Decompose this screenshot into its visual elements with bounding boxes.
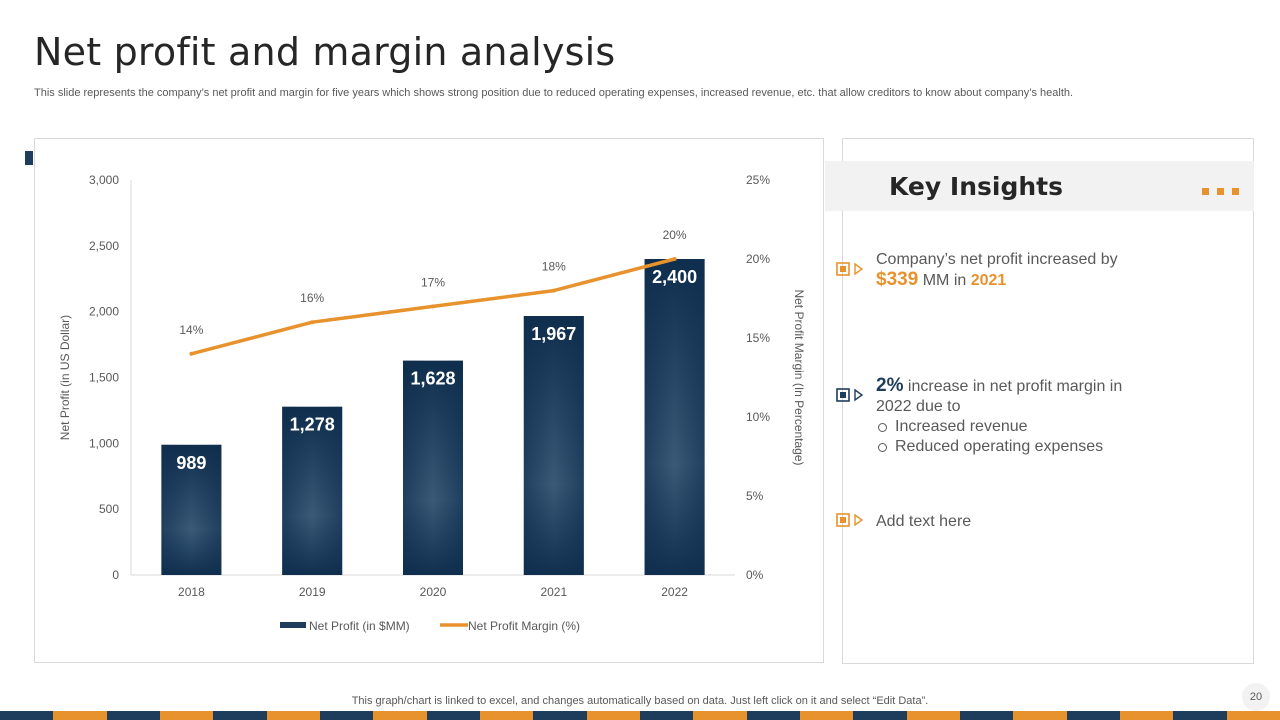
- legend-label-bar: Net Profit (in $MM): [309, 619, 410, 633]
- line-data-label: 18%: [542, 260, 566, 274]
- x-tick-label: 2022: [661, 585, 688, 599]
- bullet-navy-icon: [836, 388, 864, 402]
- insight-2-text-b: 2022 due to: [876, 398, 961, 415]
- y2-tick-label: 25%: [746, 173, 770, 187]
- legend-swatch-bar: [280, 622, 306, 628]
- bar-data-label: 1,628: [410, 369, 455, 389]
- y-tick-label: 0: [112, 568, 119, 582]
- x-tick-label: 2018: [178, 585, 205, 599]
- bar-data-label: 2,400: [652, 267, 697, 287]
- bullet-orange-icon: [836, 262, 864, 276]
- y2-tick-label: 15%: [746, 331, 770, 345]
- line-point[interactable]: [189, 351, 194, 356]
- y-axis-title: Net Profit (in US Dollar): [58, 315, 72, 440]
- line-point[interactable]: [431, 304, 435, 309]
- insight-1-text: Company’s net profit increased by: [876, 251, 1118, 268]
- legend-label-line: Net Profit Margin (%): [468, 619, 580, 633]
- line-data-label: 14%: [179, 323, 203, 337]
- line-data-label: 17%: [421, 275, 445, 289]
- bar-data-label: 1,967: [531, 324, 576, 344]
- insight-1-amount: $339: [876, 269, 919, 290]
- accent-tab: [25, 151, 33, 165]
- x-tick-label: 2019: [299, 585, 326, 599]
- insight-1-mid: MM in: [918, 272, 971, 289]
- bar-shade: [282, 406, 343, 575]
- y2-tick-label: 20%: [746, 252, 770, 266]
- footer-stripe: [0, 711, 1280, 720]
- line-point[interactable]: [310, 320, 315, 325]
- insight-2-text-a: increase in net profit margin in: [903, 378, 1123, 395]
- insight-2-sublist: Increased revenue Reduced operating expe…: [876, 417, 1236, 457]
- insights-panel: [842, 138, 1254, 664]
- bar-shade: [644, 259, 705, 575]
- insight-item-2: 2% increase in net profit margin in 2022…: [876, 376, 1236, 457]
- x-tick-label: 2020: [420, 585, 447, 599]
- insight-item-3[interactable]: Add text here: [876, 512, 1236, 532]
- bar-shade: [161, 444, 222, 575]
- line-point[interactable]: [672, 257, 677, 261]
- insight-2-bullet: Increased revenue: [876, 417, 1236, 437]
- y2-tick-label: 10%: [746, 410, 770, 424]
- bar-shade: [403, 360, 463, 575]
- bar-data-label: 989: [176, 453, 206, 473]
- y-tick-label: 1,500: [89, 371, 119, 385]
- insight-2-bullet: Reduced operating expenses: [876, 437, 1236, 457]
- y-tick-label: 2,500: [89, 239, 119, 253]
- decorative-dots: [1202, 182, 1247, 200]
- y2-axis-title: Net Profit Margin (In Percentage): [792, 289, 806, 465]
- y2-tick-label: 5%: [746, 489, 764, 503]
- page-title: Net profit and margin analysis: [34, 30, 616, 74]
- combo-chart[interactable]: 0 500 1,000 1,500 2,000 2,500 3,000 0% 5% 10% 15% 2…: [35, 139, 825, 664]
- chart-panel[interactable]: 0 500 1,000 1,500 2,000 2,500 3,000 0% 5% 10% 15% 2…: [34, 138, 824, 663]
- line-data-label: 20%: [663, 228, 687, 242]
- insight-2-pct: 2%: [876, 375, 904, 396]
- bar-shade: [523, 316, 584, 575]
- bar-data-label: 1,278: [290, 415, 335, 435]
- page-number: 20: [1242, 683, 1270, 711]
- insights-header: [825, 161, 1254, 211]
- insight-3-text[interactable]: Add text here: [876, 513, 972, 530]
- y-tick-label: 500: [99, 502, 119, 516]
- y2-tick-label: 0%: [746, 568, 764, 582]
- page-subtitle: This slide represents the company’s net …: [34, 87, 1074, 99]
- y-tick-label: 2,000: [89, 305, 119, 319]
- bullet-orange-icon: [836, 513, 864, 527]
- line-data-label: 16%: [300, 291, 324, 305]
- line-point[interactable]: [551, 288, 556, 293]
- y-tick-label: 1,000: [89, 436, 119, 450]
- insights-title: Key Insights: [889, 172, 1063, 201]
- insight-1-year: 2021: [970, 272, 1007, 289]
- y-tick-label: 3,000: [89, 173, 119, 187]
- insight-item-1: Company’s net profit increased by $339 M…: [876, 250, 1236, 291]
- footer-note: This graph/chart is linked to excel, and…: [351, 695, 929, 707]
- x-tick-label: 2021: [540, 585, 567, 599]
